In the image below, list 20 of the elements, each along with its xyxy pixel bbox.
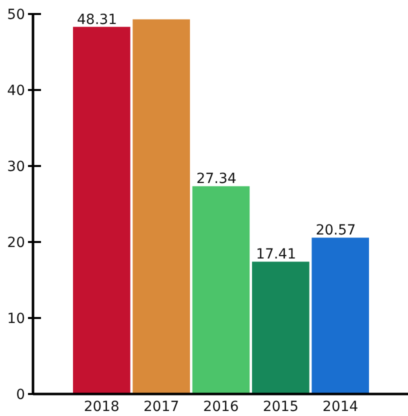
bar: [132, 19, 190, 394]
x-tick-label: 2017: [144, 399, 180, 415]
x-tick-label: 2018: [84, 399, 120, 415]
data-label: 20.57: [316, 222, 356, 239]
x-tick-label: 2016: [203, 399, 239, 415]
bar: [73, 26, 130, 394]
y-tick-label: 30: [7, 158, 25, 175]
y-tick-label: 20: [7, 234, 25, 251]
data-label: 48.31: [77, 12, 118, 28]
y-tick-label: 40: [7, 82, 25, 99]
data-label: 27.34: [196, 171, 237, 188]
bar: [252, 262, 310, 394]
bar: [312, 238, 369, 394]
bar: [192, 186, 250, 394]
x-tick-label: 2014: [322, 399, 358, 415]
y-tick-label: 10: [7, 310, 25, 327]
x-tick-label: 2015: [262, 399, 298, 415]
y-tick-label: 0: [16, 386, 25, 403]
y-tick-label: 50: [7, 6, 25, 23]
data-label: 17.41: [256, 246, 296, 263]
